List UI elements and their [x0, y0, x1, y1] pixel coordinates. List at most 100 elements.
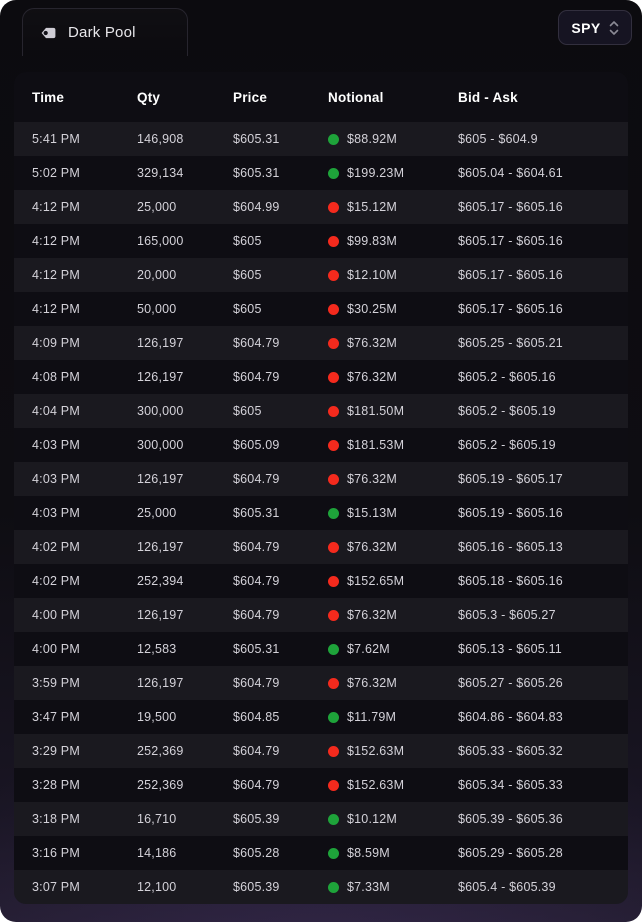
- cell-qty: 12,583: [137, 642, 177, 656]
- cell-notional: $12.10M: [328, 268, 458, 282]
- cell-qty: 146,908: [137, 132, 184, 146]
- cell-notional: $152.63M: [328, 744, 458, 758]
- table-row[interactable]: 3:07 PM 12,100 $605.39 $7.33M $605.4 - $…: [14, 870, 628, 904]
- cell-price: $604.79: [233, 778, 280, 792]
- cell-price: $605.31: [233, 642, 280, 656]
- cell-price: $605.39: [233, 880, 280, 894]
- cell-price: $605: [233, 404, 262, 418]
- cell-qty: 126,197: [137, 676, 184, 690]
- side-dot-icon: [328, 201, 339, 213]
- cell-qty: 50,000: [137, 302, 177, 316]
- table-row[interactable]: 4:12 PM 20,000 $605 $12.10M $605.17 - $6…: [14, 258, 628, 292]
- table-row[interactable]: 3:59 PM 126,197 $604.79 $76.32M $605.27 …: [14, 666, 628, 700]
- notional-value: $76.32M: [347, 540, 398, 554]
- cell-time: 3:16 PM: [32, 846, 80, 860]
- table-row[interactable]: 4:12 PM 25,000 $604.99 $15.12M $605.17 -…: [14, 190, 628, 224]
- cell-qty: 329,134: [137, 166, 184, 180]
- cell-price: $605.39: [233, 812, 280, 826]
- cell-bidask: $605.27 - $605.26: [458, 676, 563, 690]
- table-row[interactable]: 4:03 PM 25,000 $605.31 $15.13M $605.19 -…: [14, 496, 628, 530]
- table-body: 5:41 PM 146,908 $605.31 $88.92M $605 - $…: [14, 122, 628, 904]
- side-dot-icon: [328, 779, 339, 791]
- cell-time: 4:04 PM: [32, 404, 80, 418]
- table-row[interactable]: 4:08 PM 126,197 $604.79 $76.32M $605.2 -…: [14, 360, 628, 394]
- cell-bidask: $605.19 - $605.17: [458, 472, 563, 486]
- tab-dark-pool[interactable]: Dark Pool: [22, 8, 188, 56]
- table-row[interactable]: 4:00 PM 126,197 $604.79 $76.32M $605.3 -…: [14, 598, 628, 632]
- notional-value: $152.63M: [347, 744, 405, 758]
- cell-notional: $76.32M: [328, 336, 458, 350]
- notional-value: $15.12M: [347, 200, 398, 214]
- table-row[interactable]: 4:09 PM 126,197 $604.79 $76.32M $605.25 …: [14, 326, 628, 360]
- cell-qty: 300,000: [137, 404, 184, 418]
- notional-value: $7.33M: [347, 880, 390, 894]
- cell-qty: 126,197: [137, 336, 184, 350]
- side-dot-icon: [328, 813, 339, 825]
- table-row[interactable]: 4:03 PM 300,000 $605.09 $181.53M $605.2 …: [14, 428, 628, 462]
- table-row[interactable]: 4:04 PM 300,000 $605 $181.50M $605.2 - $…: [14, 394, 628, 428]
- cell-notional: $8.59M: [328, 846, 458, 860]
- side-dot-icon: [328, 337, 339, 349]
- cell-bidask: $605.17 - $605.16: [458, 234, 563, 248]
- table-row[interactable]: 4:02 PM 126,197 $604.79 $76.32M $605.16 …: [14, 530, 628, 564]
- cell-qty: 252,369: [137, 744, 184, 758]
- cell-time: 4:12 PM: [32, 268, 80, 282]
- table-row[interactable]: 3:29 PM 252,369 $604.79 $152.63M $605.33…: [14, 734, 628, 768]
- symbol-select[interactable]: SPY: [558, 10, 632, 45]
- notional-value: $199.23M: [347, 166, 405, 180]
- table-row[interactable]: 4:12 PM 50,000 $605 $30.25M $605.17 - $6…: [14, 292, 628, 326]
- notional-value: $8.59M: [347, 846, 390, 860]
- cell-notional: $11.79M: [328, 710, 458, 724]
- table-row[interactable]: 4:03 PM 126,197 $604.79 $76.32M $605.19 …: [14, 462, 628, 496]
- notional-value: $7.62M: [347, 642, 390, 656]
- cell-price: $604.79: [233, 574, 280, 588]
- cell-notional: $10.12M: [328, 812, 458, 826]
- cell-notional: $7.62M: [328, 642, 458, 656]
- table-row[interactable]: 3:16 PM 14,186 $605.28 $8.59M $605.29 - …: [14, 836, 628, 870]
- cell-price: $604.79: [233, 540, 280, 554]
- notional-value: $76.32M: [347, 472, 398, 486]
- cell-time: 4:12 PM: [32, 302, 80, 316]
- side-dot-icon: [328, 269, 339, 281]
- table-row[interactable]: 4:02 PM 252,394 $604.79 $152.65M $605.18…: [14, 564, 628, 598]
- cell-bidask: $604.86 - $604.83: [458, 710, 563, 724]
- cell-time: 5:41 PM: [32, 132, 80, 146]
- cell-bidask: $605.2 - $605.19: [458, 404, 556, 418]
- cell-bidask: $605.04 - $604.61: [458, 166, 563, 180]
- notional-value: $76.32M: [347, 608, 398, 622]
- cell-time: 3:29 PM: [32, 744, 80, 758]
- chevron-updown-icon: [609, 20, 619, 36]
- cell-notional: $88.92M: [328, 132, 458, 146]
- cell-qty: 126,197: [137, 370, 184, 384]
- cell-notional: $76.32M: [328, 540, 458, 554]
- cell-bidask: $605.33 - $605.32: [458, 744, 563, 758]
- cell-qty: 252,369: [137, 778, 184, 792]
- table-row[interactable]: 3:18 PM 16,710 $605.39 $10.12M $605.39 -…: [14, 802, 628, 836]
- cell-price: $604.79: [233, 676, 280, 690]
- cell-qty: 12,100: [137, 880, 177, 894]
- cell-time: 4:03 PM: [32, 506, 80, 520]
- cell-qty: 14,186: [137, 846, 177, 860]
- side-dot-icon: [328, 405, 339, 417]
- cell-qty: 20,000: [137, 268, 177, 282]
- cell-notional: $152.65M: [328, 574, 458, 588]
- cell-price: $604.79: [233, 370, 280, 384]
- cell-notional: $15.12M: [328, 200, 458, 214]
- table-row[interactable]: 5:02 PM 329,134 $605.31 $199.23M $605.04…: [14, 156, 628, 190]
- cell-price: $604.79: [233, 336, 280, 350]
- table-row[interactable]: 4:12 PM 165,000 $605 $99.83M $605.17 - $…: [14, 224, 628, 258]
- table-row[interactable]: 4:00 PM 12,583 $605.31 $7.62M $605.13 - …: [14, 632, 628, 666]
- cell-bidask: $605.17 - $605.16: [458, 268, 563, 282]
- notional-value: $181.50M: [347, 404, 405, 418]
- notional-value: $99.83M: [347, 234, 398, 248]
- table-row[interactable]: 5:41 PM 146,908 $605.31 $88.92M $605 - $…: [14, 122, 628, 156]
- notional-value: $30.25M: [347, 302, 398, 316]
- side-dot-icon: [328, 643, 339, 655]
- table-row[interactable]: 3:47 PM 19,500 $604.85 $11.79M $604.86 -…: [14, 700, 628, 734]
- cell-time: 3:59 PM: [32, 676, 80, 690]
- cell-time: 3:07 PM: [32, 880, 80, 894]
- notional-value: $152.63M: [347, 778, 405, 792]
- cell-time: 3:18 PM: [32, 812, 80, 826]
- table-row[interactable]: 3:28 PM 252,369 $604.79 $152.63M $605.34…: [14, 768, 628, 802]
